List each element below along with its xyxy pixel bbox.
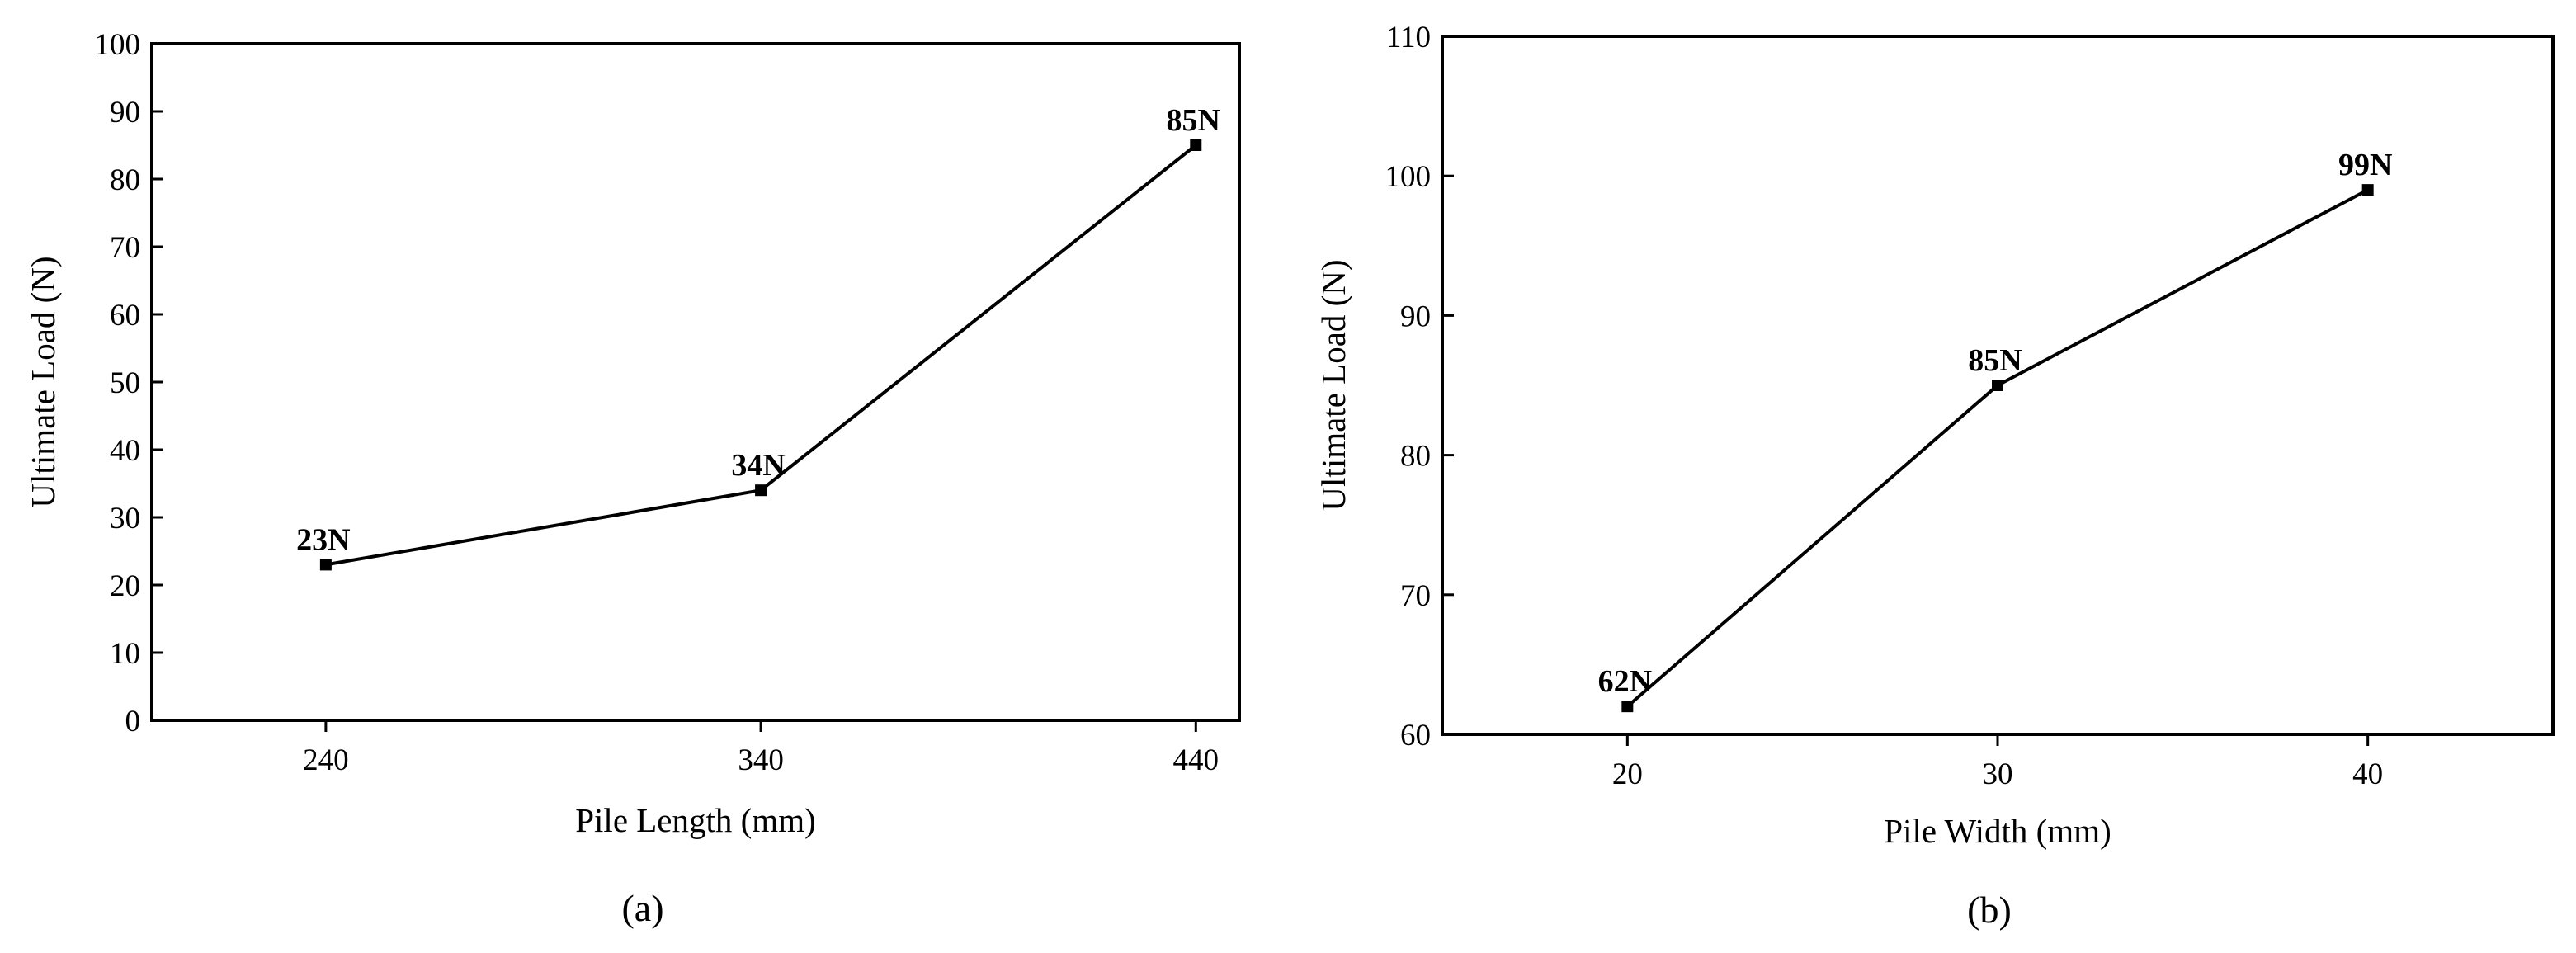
panel-b-x-axis-title: Pile Width (mm) bbox=[1884, 812, 2111, 850]
panel-a-x-tick-label-0: 240 bbox=[303, 743, 349, 777]
panel-b-y-tick-label-1: 70 bbox=[1400, 579, 1431, 613]
panel-a-x-tick-label-2: 440 bbox=[1173, 743, 1220, 777]
panel-b: 60 70 80 90 100 110 20 30 40 62N 85N 99N Ultimate L… bbox=[1314, 21, 2555, 931]
panel-a-x-tick-label-1: 340 bbox=[738, 743, 784, 777]
panel-a-y-tick-label-0: 0 bbox=[125, 705, 141, 738]
panel-b-marks: 60 70 80 90 100 110 20 30 40 62N 85N 99N bbox=[1385, 21, 2393, 791]
panel-b-x-tick-label-1: 30 bbox=[1983, 757, 2013, 791]
panel-a-y-tick-label-9: 90 bbox=[110, 96, 140, 130]
panel-b-data-point-1 bbox=[1992, 380, 2003, 391]
panel-b-caption: (b) bbox=[1967, 889, 2012, 931]
panel-a-data-label-2: 85N bbox=[1167, 103, 1220, 138]
panel-b-data-point-0 bbox=[1621, 701, 1634, 713]
panel-a-data-point-1 bbox=[755, 484, 767, 497]
panel-a-y-tick-label-3: 30 bbox=[110, 502, 140, 535]
panel-a-y-tick-label-2: 20 bbox=[110, 569, 140, 603]
panel-a-data-point-0 bbox=[319, 559, 332, 571]
panel-b-data-label-0: 62N bbox=[1598, 664, 1652, 699]
panel-a-marks: 0 10 20 30 40 50 60 70 80 90 100 240 340 440 23N 34N 85N bbox=[95, 28, 1221, 777]
panel-a-y-tick-label-6: 60 bbox=[110, 299, 140, 333]
panel-b-x-tick-label-2: 40 bbox=[2352, 757, 2383, 791]
panel-b-series-line bbox=[1626, 188, 2369, 708]
panel-b-data-label-1: 85N bbox=[1968, 343, 2022, 378]
panel-b-data-point-2 bbox=[2361, 184, 2374, 196]
panel-b-y-tick-label-0: 60 bbox=[1400, 719, 1431, 752]
panel-b-y-tick-label-4: 100 bbox=[1385, 160, 1432, 194]
panel-b-plot-frame bbox=[1441, 35, 2555, 736]
panel-b-y-axis-title: Ultimate Load (N) bbox=[1314, 259, 1352, 511]
panel-a: 0 10 20 30 40 50 60 70 80 90 100 240 340 440 23N 34N 85N… bbox=[24, 28, 1241, 929]
panel-a-y-tick-label-10: 100 bbox=[95, 28, 141, 62]
panel-a-y-tick-label-1: 10 bbox=[110, 637, 140, 671]
panel-a-y-tick-label-7: 70 bbox=[110, 231, 140, 265]
panel-a-caption: (a) bbox=[621, 887, 663, 929]
panel-a-plot-frame bbox=[150, 42, 1241, 722]
panel-b-y-tick-label-5: 110 bbox=[1386, 21, 1431, 54]
panel-a-data-label-0: 23N bbox=[296, 522, 350, 557]
panel-a-y-tick-label-8: 80 bbox=[110, 163, 140, 197]
panel-a-y-tick-label-4: 40 bbox=[110, 434, 140, 468]
panel-b-x-tick-label-0: 20 bbox=[1612, 757, 1643, 791]
panel-b-data-label-2: 99N bbox=[2338, 148, 2392, 182]
panel-a-data-point-2 bbox=[1190, 139, 1202, 151]
panel-a-y-axis-title: Ultimate Load (N) bbox=[24, 256, 62, 507]
panel-b-y-tick-label-2: 80 bbox=[1400, 440, 1431, 474]
panel-b-y-tick-label-3: 90 bbox=[1400, 300, 1431, 333]
panel-a-data-label-1: 34N bbox=[731, 448, 785, 483]
panel-a-y-tick-label-5: 50 bbox=[110, 366, 140, 400]
panel-a-series-line bbox=[325, 144, 1197, 567]
panel-a-x-axis-title: Pile Length (mm) bbox=[575, 801, 816, 839]
